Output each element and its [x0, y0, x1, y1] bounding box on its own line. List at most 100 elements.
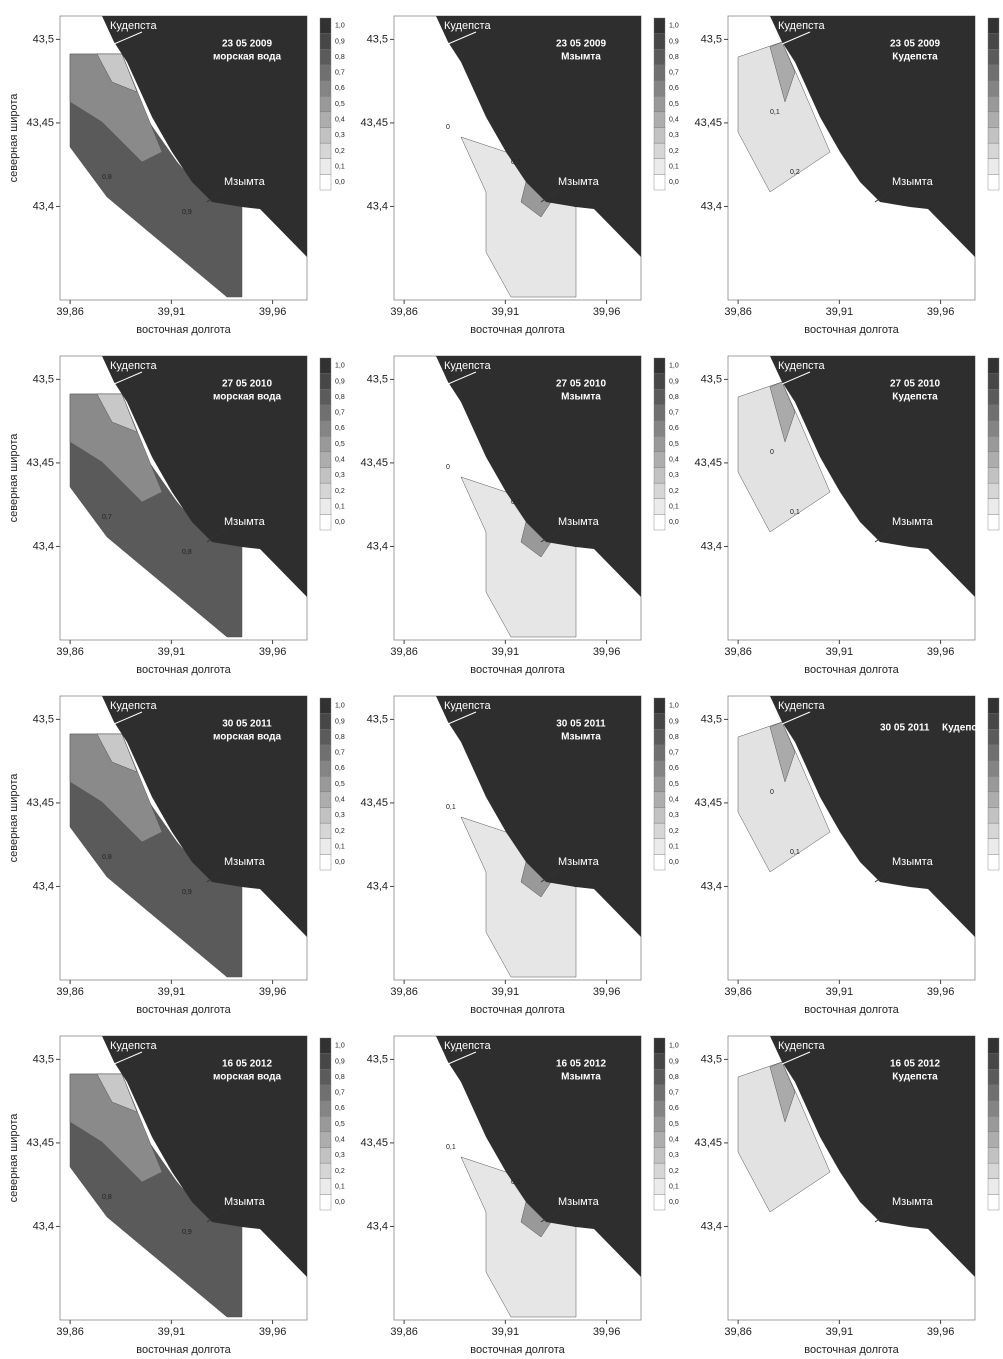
- x-tick-label: 39,91: [492, 1326, 520, 1338]
- leader: [206, 867, 228, 883]
- colorbar-swatch: [987, 1037, 1000, 1054]
- contour-label: 0,2: [790, 169, 800, 176]
- y-tick-label: 43,5: [701, 373, 722, 385]
- colorbar-swatch: [653, 744, 666, 761]
- y-tick-label: 43,45: [694, 457, 722, 469]
- x-tick-label: 39,86: [56, 1326, 84, 1338]
- colorbar-label: 0,7: [669, 70, 679, 77]
- colorbar-label: 0,6: [335, 85, 345, 92]
- x-axis-label: восточная долгота: [804, 1004, 899, 1016]
- y-tick-label: 43,4: [367, 200, 388, 212]
- place-label: Мзымта: [224, 856, 266, 868]
- colorbar-swatch: [319, 1100, 332, 1117]
- y-tick-label: 43,45: [360, 117, 388, 129]
- colorbar-label: 0,2: [669, 488, 679, 495]
- panel-sample: Мзымта: [561, 1072, 601, 1083]
- colorbar-label: 0,1: [669, 163, 679, 170]
- x-tick-label: 39,86: [390, 646, 418, 658]
- panel-sample: Кудепста: [892, 1072, 938, 1083]
- colorbar-label: 0,1: [669, 843, 679, 850]
- land: [436, 16, 641, 257]
- colorbar-label: 0,8: [669, 394, 679, 401]
- leader: [540, 867, 562, 883]
- x-tick-label: 39,96: [927, 986, 955, 998]
- x-tick-label: 39,96: [593, 1326, 621, 1338]
- colorbar-label: 0,7: [335, 410, 345, 417]
- colorbar-label: 0,4: [669, 796, 679, 803]
- colorbar-swatch: [653, 775, 666, 793]
- colorbar-swatch: [319, 142, 332, 159]
- colorbar-swatch: [987, 854, 1000, 871]
- colorbar-label: 0,2: [335, 1168, 345, 1175]
- map-panel: 0 0,1 Кудепста Мзымта 27 05 2010 Кудепста 39,8…: [694, 355, 1000, 676]
- colorbar-label: 0,0: [669, 1199, 679, 1206]
- colorbar-swatch: [987, 467, 1000, 484]
- colorbar-swatch: [987, 373, 1000, 390]
- colorbar-swatch: [319, 404, 332, 421]
- x-tick-label: 39,96: [927, 1326, 955, 1338]
- colorbar-swatch: [653, 158, 666, 175]
- colorbar-swatch: [987, 1084, 1000, 1101]
- land: [102, 16, 307, 257]
- colorbar-swatch: [987, 1194, 1000, 1211]
- y-tick-label: 43,5: [33, 1053, 54, 1065]
- colorbar-swatch: [987, 389, 1000, 406]
- colorbar-label: 0,3: [669, 472, 679, 479]
- colorbar-label: 0,5: [335, 441, 345, 448]
- place-label: Мзымта: [892, 856, 934, 868]
- colorbar-label: 0,7: [669, 410, 679, 417]
- map-panel: 0,1 Кудепста Мзымта 30 05 2011 Мзымта 39,86 39…: [360, 695, 679, 1016]
- y-tick-label: 43,4: [33, 200, 54, 212]
- colorbar-swatch: [653, 357, 666, 374]
- colorbar-swatch: [319, 1037, 332, 1054]
- colorbar-label: 0,7: [335, 1090, 345, 1097]
- colorbar-swatch: [653, 514, 666, 531]
- contour-label: 0,8: [102, 174, 112, 181]
- land: [770, 1036, 975, 1277]
- colorbar-swatch: [319, 775, 332, 793]
- colorbar-label: 0,2: [669, 828, 679, 835]
- colorbar-swatch: [987, 791, 1000, 808]
- colorbar-swatch: [987, 713, 1000, 730]
- x-tick-label: 39,91: [826, 306, 854, 318]
- colorbar-label: 0,4: [669, 116, 679, 123]
- colorbar-label: 0,9: [335, 718, 345, 725]
- y-tick-label: 43,4: [701, 880, 722, 892]
- colorbar-swatch: [987, 33, 1000, 50]
- colorbar-label: 0,9: [335, 38, 345, 45]
- x-tick-label: 39,86: [390, 986, 418, 998]
- colorbar-label: 0,9: [669, 38, 679, 45]
- contour-label: 0: [770, 789, 774, 796]
- map-panel: 0 0,1 Кудепста Мзымта 23 05 2009 Мзымта 39,86 3…: [360, 15, 679, 336]
- colorbar-swatch: [653, 791, 666, 808]
- colorbar-swatch: [987, 760, 1000, 777]
- colorbar-swatch: [319, 729, 332, 746]
- y-tick-label: 43,4: [33, 1220, 54, 1232]
- y-tick-label: 43,4: [33, 540, 54, 552]
- contour-label: 0,8: [182, 549, 192, 556]
- colorbar-swatch: [653, 17, 666, 34]
- colorbar-swatch: [987, 1131, 1000, 1148]
- colorbar-label: 1,0: [335, 1043, 345, 1050]
- colorbar-label: 0,6: [669, 425, 679, 432]
- colorbar-label: 1,0: [669, 363, 679, 370]
- leader: [781, 31, 811, 45]
- colorbar-swatch: [653, 1115, 666, 1133]
- colorbar-label: 0,8: [335, 1074, 345, 1081]
- x-tick-label: 39,91: [158, 646, 186, 658]
- colorbar-label: 0,1: [669, 1183, 679, 1190]
- colorbar-swatch: [653, 80, 666, 97]
- contour-label: 0,1: [790, 509, 800, 516]
- leader: [113, 1051, 143, 1065]
- contour-area: [96, 1073, 138, 1113]
- colorbar-swatch: [987, 17, 1000, 34]
- colorbar-label: 0,0: [669, 179, 679, 186]
- x-tick-label: 39,96: [593, 646, 621, 658]
- map-panel: 0,1 0,2 Кудепста Мзымта 23 05 2009 Кудепста 39…: [694, 15, 1000, 336]
- contour-area: [96, 53, 138, 93]
- panel-date: 23 05 2009: [890, 39, 940, 50]
- colorbar-swatch: [653, 498, 666, 515]
- x-axis-label: восточная долгота: [136, 1004, 231, 1016]
- colorbar-swatch: [653, 1100, 666, 1117]
